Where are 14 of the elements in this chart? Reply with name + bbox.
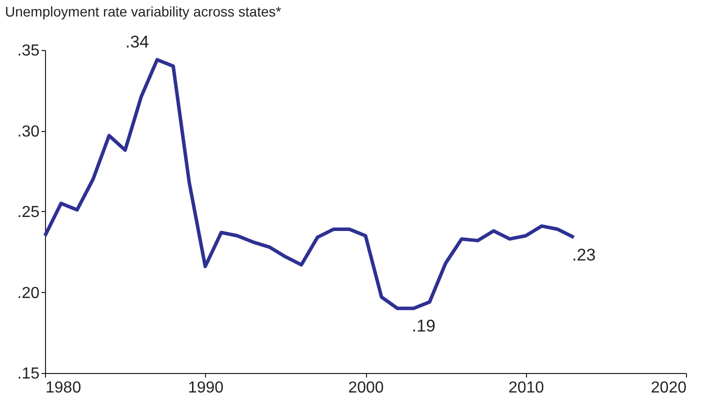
x-tick-label: 1980 [46, 380, 82, 396]
y-tick-label: .20 [17, 284, 40, 302]
x-tick-label: 2020 [650, 380, 687, 396]
x-tick-label: 2010 [508, 380, 544, 396]
x-tick-label: 2000 [348, 380, 384, 396]
annotation: .19 [412, 316, 436, 336]
chart-title: Unemployment rate variability across states* [5, 4, 282, 20]
annotation: .23 [572, 245, 596, 264]
y-tick-label: .30 [17, 123, 40, 140]
x-tick-label: 1990 [188, 380, 224, 396]
annotation: .34 [125, 32, 149, 52]
y-tick-label: .15 [17, 366, 40, 382]
y-tick-label: .35 [17, 42, 40, 60]
y-tick-label: .25 [17, 204, 40, 221]
